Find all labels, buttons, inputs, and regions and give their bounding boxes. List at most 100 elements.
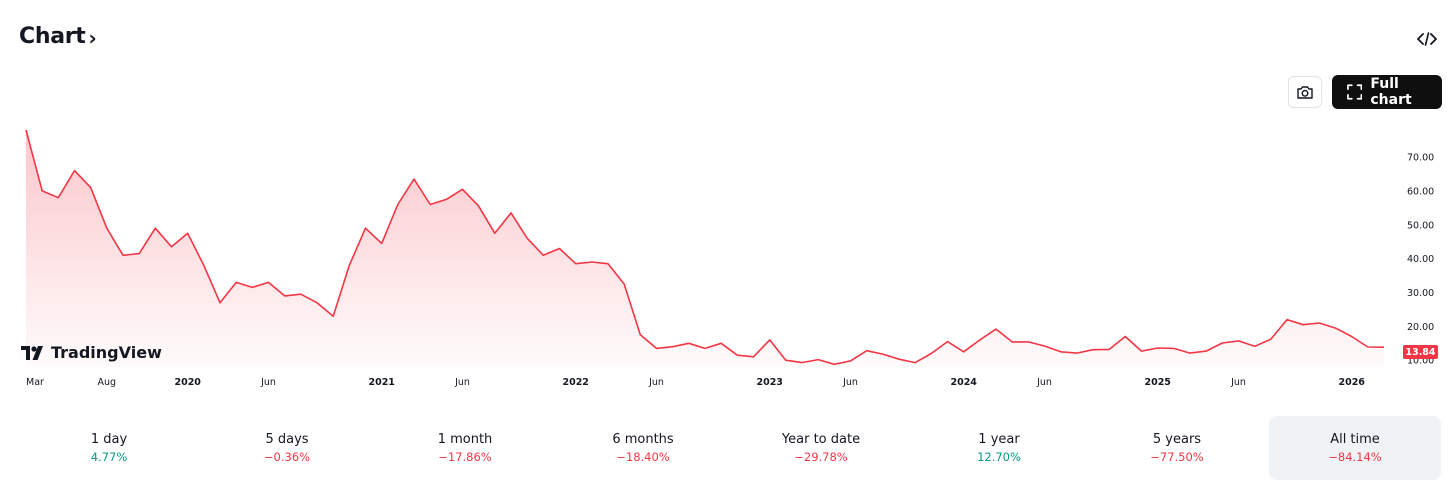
price-point [137, 252, 141, 256]
price-point [73, 169, 77, 173]
price-point [1123, 335, 1127, 339]
price-point [1253, 344, 1257, 348]
fullscreen-icon [1347, 84, 1363, 100]
period-change-value: −84.14% [1328, 450, 1382, 464]
price-point [687, 341, 691, 345]
price-point [1382, 345, 1386, 349]
price-point [865, 349, 869, 353]
period-label: 5 days [265, 432, 309, 447]
price-point [816, 358, 820, 362]
period-tab[interactable]: 1 year 12.70% [910, 416, 1088, 480]
price-point [56, 196, 60, 200]
price-point [897, 357, 901, 361]
price-series-line [25, 129, 1385, 366]
price-point [250, 285, 254, 289]
x-tick-label: Aug [98, 377, 117, 388]
price-point [574, 262, 578, 266]
price-point [590, 260, 594, 264]
price-point [315, 301, 319, 305]
price-point [283, 294, 287, 298]
y-tick-label: 60.00 [1407, 186, 1434, 197]
price-point [1188, 351, 1192, 355]
x-tick-label: 2025 [1144, 377, 1170, 388]
price-point [849, 359, 853, 363]
price-point [493, 231, 497, 235]
price-point [364, 226, 368, 230]
period-label: All time [1330, 432, 1380, 447]
price-point [881, 352, 885, 356]
y-tick-label: 30.00 [1407, 288, 1434, 299]
price-point [655, 346, 659, 350]
price-point [962, 350, 966, 354]
period-tab[interactable]: 6 months −18.40% [554, 416, 732, 480]
price-point [768, 338, 772, 342]
price-point [1366, 345, 1370, 349]
y-tick-label: 20.00 [1407, 322, 1434, 333]
x-tick-label: 2022 [562, 377, 588, 388]
period-selector: 1 day 4.77% 5 days −0.36% 1 month −17.86% 6 mo… [0, 416, 1456, 480]
full-chart-button[interactable]: Full chart [1332, 75, 1442, 109]
period-change-value: 4.77% [90, 450, 128, 464]
embed-code-button[interactable] [1414, 29, 1440, 49]
price-point [396, 203, 400, 207]
price-point [1204, 349, 1208, 353]
snapshot-button[interactable] [1288, 76, 1322, 108]
tradingview-logo-icon [21, 345, 43, 360]
price-point [541, 253, 545, 257]
price-point [1075, 351, 1079, 355]
page-title: Chart [19, 24, 86, 49]
camera-icon [1297, 85, 1313, 99]
price-point [186, 231, 190, 235]
period-tab[interactable]: All time −84.14% [1269, 416, 1441, 480]
period-label: Year to date [781, 432, 861, 447]
period-tab[interactable]: 1 day 4.77% [20, 416, 198, 480]
price-point [428, 203, 432, 207]
x-tick-label: Jun [842, 377, 858, 388]
price-point [558, 247, 562, 251]
x-tick-label: 2026 [1338, 377, 1365, 388]
price-point [218, 301, 222, 305]
chart-title-link[interactable]: Chart › [19, 24, 97, 50]
tradingview-logo[interactable]: TradingView [21, 343, 162, 362]
period-tab[interactable]: Year to date −29.78% [732, 416, 910, 480]
x-tick-label: 2024 [950, 377, 977, 388]
price-point [1285, 318, 1289, 322]
y-tick-label: 70.00 [1407, 153, 1434, 164]
price-point [24, 128, 28, 132]
price-point [1269, 337, 1273, 341]
price-point [1107, 347, 1111, 351]
x-tick-label: Jun [454, 377, 470, 388]
x-axis: Mar Aug 2020 Jun 2021 Jun 2022 Jun 2023 Jun 2024 Ju… [26, 377, 1365, 388]
period-tab[interactable]: 5 years −77.50% [1088, 416, 1266, 480]
price-point [170, 245, 174, 249]
period-label: 1 year [978, 432, 1020, 447]
price-point [105, 226, 109, 230]
period-tab[interactable]: 1 month −17.86% [376, 416, 554, 480]
price-point [1317, 321, 1321, 325]
price-point [444, 197, 448, 201]
price-point [1172, 346, 1176, 350]
x-tick-label: Jun [648, 377, 664, 388]
price-point [1059, 350, 1063, 354]
price-point [412, 177, 416, 181]
y-tick-label: 10.00 [1407, 356, 1434, 367]
code-icon [1417, 32, 1437, 46]
price-point [40, 189, 44, 193]
price-point [1091, 348, 1095, 352]
price-point [121, 253, 125, 257]
x-tick-label: 2023 [756, 377, 782, 388]
price-point [719, 341, 723, 345]
price-point [606, 262, 610, 266]
price-point [1010, 340, 1014, 344]
price-point [509, 211, 513, 215]
price-point [994, 327, 998, 331]
price-point [347, 263, 351, 267]
price-point [525, 236, 529, 240]
price-chart[interactable]: 70.00 60.00 50.00 40.00 30.00 20.00 10.00 Mar A… [0, 120, 1456, 395]
period-tab[interactable]: 5 days −0.36% [198, 416, 376, 480]
price-point [1350, 335, 1354, 339]
price-point [1334, 326, 1338, 330]
x-tick-label: Jun [1036, 377, 1052, 388]
price-point [913, 361, 917, 365]
x-tick-label: 2021 [368, 377, 394, 388]
